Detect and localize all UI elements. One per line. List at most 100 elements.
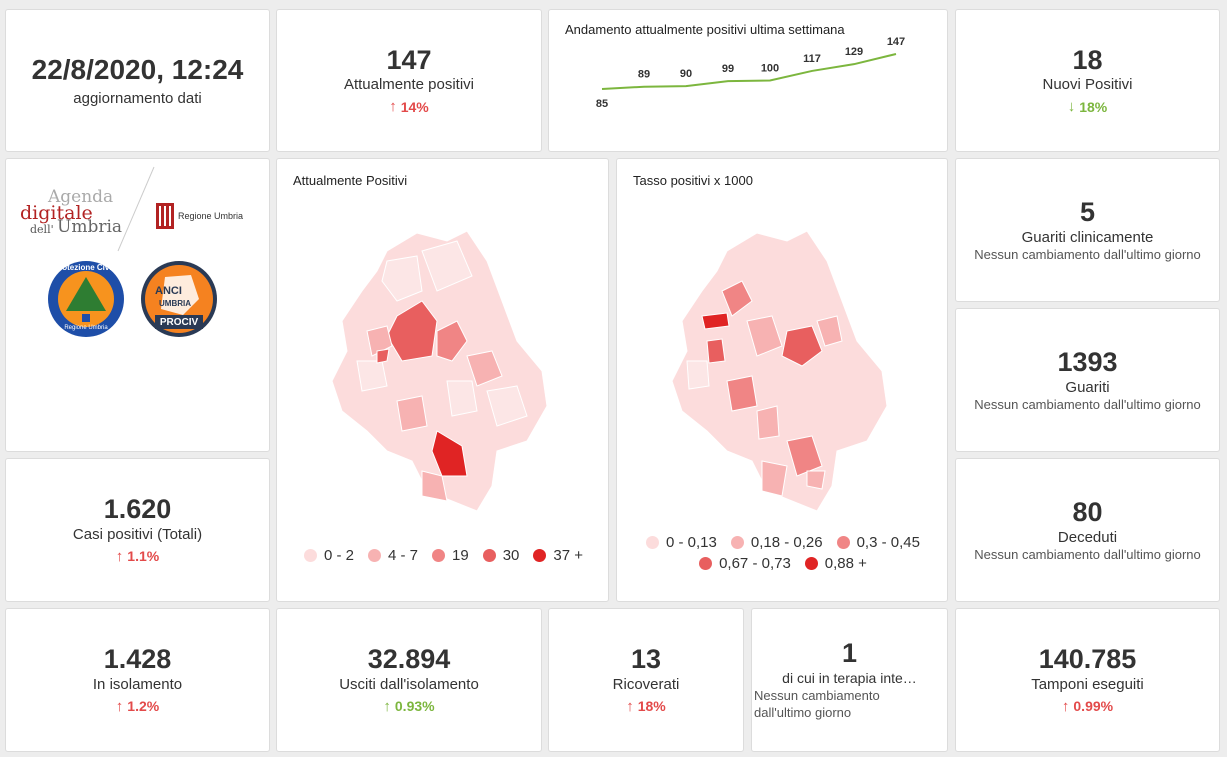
legend-label: 0,88 + <box>824 555 867 572</box>
ricoverati-value: 13 <box>630 644 662 675</box>
map-positivi-card[interactable]: Attualmente Positivi 0 - 2 4 - 7 19 30 37 + <box>276 158 609 602</box>
map-tasso-title: Tasso positivi x 1000 <box>633 173 753 188</box>
dell-text: dell' <box>30 223 54 236</box>
arrow-down-icon: ↓ <box>1067 98 1076 116</box>
trend-data-label: 99 <box>722 63 734 75</box>
legend-label: 0,3 - 0,45 <box>856 534 920 551</box>
legend-dot-icon <box>804 557 818 570</box>
trend-data-label: 147 <box>887 36 905 48</box>
ricoverati-card[interactable]: 13 Ricoverati ↑ 18% <box>548 608 744 752</box>
regione-umbria-logo[interactable]: Regione Umbria <box>156 203 243 229</box>
map-tasso-legend-item[interactable]: 0,18 - 0,26 <box>730 534 823 551</box>
map-positivi-title: Attualmente Positivi <box>293 173 408 188</box>
arrow-up-icon: ↑ <box>383 697 391 715</box>
isolamento-delta: ↑ 1.2% <box>116 698 159 715</box>
usciti-delta: ↑ 0.93% <box>383 698 434 715</box>
map-positivi-legend-item[interactable]: 4 - 7 <box>368 547 418 564</box>
deceduti-value: 80 <box>1072 497 1103 528</box>
delta-value: 18% <box>1079 98 1108 115</box>
trend-data-label: 90 <box>680 68 692 80</box>
map-tasso-legend-item[interactable]: 0,67 - 0,73 <box>699 555 791 572</box>
umbria-map-positivi[interactable] <box>327 221 567 521</box>
delta-value: 1.2% <box>127 698 160 715</box>
legend-dot-icon <box>699 557 713 570</box>
tamponi-card[interactable]: 140.785 Tamponi eseguiti ↑ 0.99% <box>955 608 1220 752</box>
map-tasso-legend-item[interactable]: 0,3 - 0,45 <box>836 534 920 551</box>
casi-totali-value: 1.620 <box>103 494 172 525</box>
legend-dot-icon <box>533 549 547 562</box>
protezione-civile-sub: Regione Umbria <box>64 325 108 331</box>
agenda-text: Agenda <box>48 187 114 207</box>
legend-label: 37 + <box>553 547 584 564</box>
guariti-clinicamente-card[interactable]: 5 Guariti clinicamente Nessun cambiament… <box>955 158 1220 302</box>
delta-value: 14% <box>400 98 429 115</box>
guariti-card[interactable]: 1393 Guariti Nessun cambiamento dall'ult… <box>955 308 1220 452</box>
casi-totali-card[interactable]: 1.620 Casi positivi (Totali) ↑ 1.1% <box>5 458 270 602</box>
terapia-card[interactable]: 1 di cui in terapia inte… Nessun cambiam… <box>751 608 948 752</box>
usciti-card[interactable]: 32.894 Usciti dall'isolamento ↑ 0.93% <box>276 608 542 752</box>
legend-dot-icon <box>482 549 496 562</box>
ricoverati-label: Ricoverati <box>612 675 680 693</box>
umbria-map-tasso[interactable] <box>667 221 907 521</box>
legend-label: 19 <box>452 547 469 564</box>
map-tasso-card[interactable]: Tasso positivi x 1000 0 - 0,13 0,18 - 0,2… <box>616 158 948 602</box>
tamponi-value: 140.785 <box>1038 644 1137 675</box>
trend-line <box>601 53 897 90</box>
isolamento-card[interactable]: 1.428 In isolamento ↑ 1.2% <box>5 608 270 752</box>
trend-title: Andamento attualmente positivi ultima se… <box>565 22 845 37</box>
tamponi-delta: ↑ 0.99% <box>1062 698 1113 715</box>
legend-dot-icon <box>646 536 659 549</box>
protezione-civile-text: Protezione Civile <box>53 263 119 272</box>
map-tasso-legend-item[interactable]: 0 - 0,13 <box>646 534 717 551</box>
divider-line-icon <box>117 166 155 252</box>
map-positivi-legend-item[interactable]: 30 <box>482 547 520 564</box>
delta-value: 1.1% <box>127 548 160 565</box>
deceduti-label: Deceduti <box>1057 528 1118 546</box>
nuovi-positivi-label: Nuovi Positivi <box>1042 76 1133 94</box>
legend-dot-icon <box>432 549 446 562</box>
delta-value: 18% <box>637 698 666 715</box>
protezione-civile-logo[interactable]: Protezione Civile Regione Umbria <box>46 259 126 339</box>
legend-label: 30 <box>502 547 520 564</box>
legend-label: 0,67 - 0,73 <box>719 555 791 572</box>
legend-label: 4 - 7 <box>388 547 419 564</box>
digitale-text: digitale <box>20 202 93 224</box>
usciti-value: 32.894 <box>367 644 451 675</box>
anci-prociv-logo[interactable]: ANCI UMBRIA PROCIV <box>139 259 219 339</box>
deceduti-card[interactable]: 80 Deceduti Nessun cambiamento dall'ulti… <box>955 458 1220 602</box>
attualmente-positivi-card[interactable]: 147 Attualmente positivi ↑ 14% <box>276 9 542 152</box>
map-positivi-legend-item[interactable]: 37 + <box>533 547 583 564</box>
deceduti-sub: Nessun cambiamento dall'ultimo giorno <box>974 546 1201 562</box>
legend-dot-icon <box>730 536 744 549</box>
terapia-label: di cui in terapia inte… <box>782 669 917 686</box>
map-positivi-legend-item[interactable]: 19 <box>432 547 469 564</box>
nuovi-positivi-delta: ↓ 18% <box>1068 98 1108 115</box>
trend-card[interactable]: Andamento attualmente positivi ultima se… <box>548 9 948 152</box>
map-positivi-legend-item[interactable]: 0 - 2 <box>303 547 354 564</box>
trend-data-label: 129 <box>845 46 863 58</box>
arrow-up-icon: ↑ <box>1061 697 1070 715</box>
trend-data-label: 117 <box>803 53 821 65</box>
guariti-label: Guariti <box>1065 378 1110 396</box>
anci-text: ANCI <box>155 285 182 297</box>
agenda-digitale-logo[interactable]: Agenda digitale dell' Umbria <box>20 187 130 257</box>
map-tasso-legend-item[interactable]: 0,88 + <box>804 555 867 572</box>
update-card: 22/8/2020, 12:24 aggiornamento dati <box>5 9 270 152</box>
update-datetime: 22/8/2020, 12:24 <box>31 54 244 85</box>
umbria-text: Umbria <box>57 217 123 237</box>
nuovi-positivi-card[interactable]: 18 Nuovi Positivi ↓ 18% <box>955 9 1220 152</box>
legend-dot-icon <box>303 549 317 562</box>
arrow-up-icon: ↑ <box>389 98 397 116</box>
tamponi-label: Tamponi eseguiti <box>1031 675 1144 693</box>
anci-prociv-icon <box>141 261 217 337</box>
trend-data-label: 89 <box>638 69 650 81</box>
legend-label: 0,18 - 0,26 <box>750 534 823 551</box>
arrow-up-icon: ↑ <box>626 697 634 715</box>
trend-data-label: 100 <box>761 63 779 75</box>
guariti-clinicamente-value: 5 <box>1079 197 1096 228</box>
attualmente-positivi-label: Attualmente positivi <box>343 76 475 94</box>
map-tasso-legend: 0 - 0,13 0,18 - 0,26 0,3 - 0,45 0,67 - 0,73… <box>625 534 941 572</box>
isolamento-value: 1.428 <box>103 644 172 675</box>
guariti-value: 1393 <box>1057 347 1118 378</box>
arrow-up-icon: ↑ <box>115 547 124 565</box>
